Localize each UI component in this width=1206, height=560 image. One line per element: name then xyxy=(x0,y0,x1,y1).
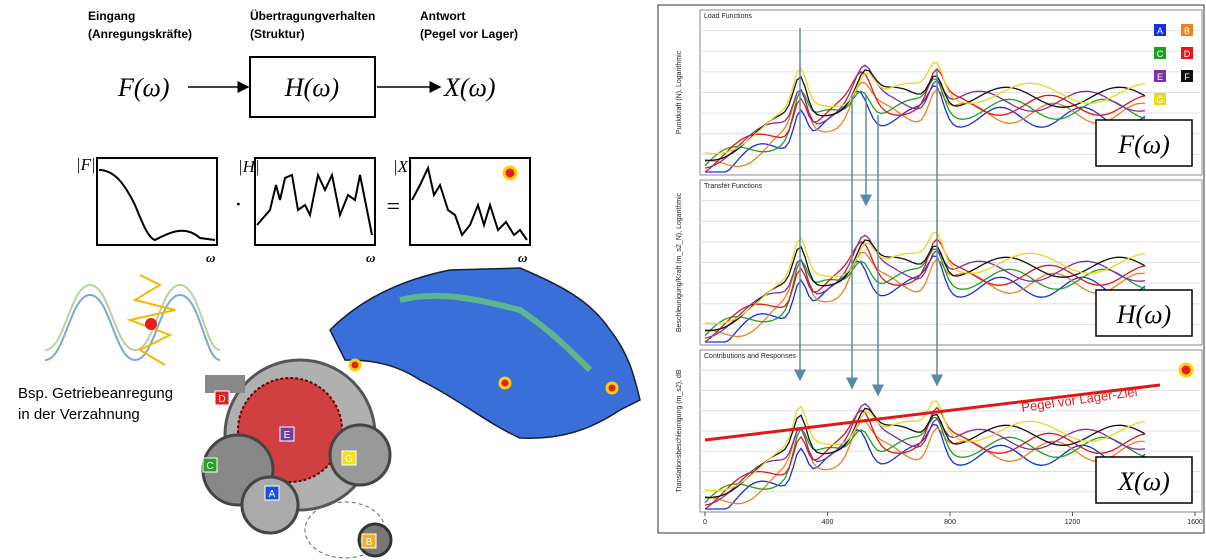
legend-label: A xyxy=(1157,26,1163,36)
response-curve xyxy=(704,238,1146,343)
marker xyxy=(348,358,619,395)
response-curve xyxy=(704,64,1146,169)
example-text: in der Verzahnung xyxy=(18,406,140,423)
y-axis-label: Translationsbeschleunigung (m_s2), dB xyxy=(676,369,683,492)
formula: H(ω) xyxy=(1116,300,1171,329)
response-curve xyxy=(704,81,1146,168)
spectrum-box xyxy=(254,157,376,246)
spectrum-box xyxy=(96,157,218,246)
response-curve xyxy=(704,232,1146,325)
marker xyxy=(145,318,157,330)
header-text: (Anregungskräfte) xyxy=(88,27,192,41)
response-curve xyxy=(704,69,1146,162)
spectrum-curve xyxy=(98,169,216,242)
gear-label-box xyxy=(341,450,357,466)
response-curve xyxy=(704,406,1146,510)
block xyxy=(249,56,376,118)
response-curve xyxy=(704,78,1146,167)
gear-label-box xyxy=(264,485,280,501)
response-curve xyxy=(704,407,1146,499)
header-text: Eingang xyxy=(88,9,135,23)
legend-label: E xyxy=(1157,72,1163,82)
legend-box xyxy=(1181,24,1193,36)
response-curve xyxy=(704,251,1146,338)
y-axis-label: Punktkraft (N), Logarithmic xyxy=(676,50,683,134)
response-curve xyxy=(704,400,1146,492)
formula-box xyxy=(1095,289,1193,337)
gear-label: A xyxy=(269,489,276,500)
spectrum-box xyxy=(409,157,531,246)
response-curve xyxy=(704,68,1146,173)
legend-label: B xyxy=(1184,26,1190,36)
gearbox xyxy=(201,358,393,559)
response-curve xyxy=(704,416,1146,504)
legend-label: G xyxy=(1156,95,1163,105)
legend-box xyxy=(1181,47,1193,59)
legend-label: F xyxy=(1184,72,1190,82)
excitation xyxy=(126,274,176,366)
formula-box xyxy=(1095,456,1193,504)
response-curve xyxy=(704,402,1146,506)
formula: H(ω) xyxy=(284,73,339,102)
y-axis-label: Beschleunigung/Kraft (m_s2_N), Logarithm… xyxy=(676,192,683,332)
legend-box xyxy=(1154,70,1166,82)
legend-label: C xyxy=(1157,49,1164,59)
wave xyxy=(44,283,221,352)
response-curve xyxy=(704,62,1146,155)
marker xyxy=(502,165,518,181)
legend-label: D xyxy=(1184,49,1191,59)
spectrum-label: |X| xyxy=(393,157,413,176)
panel-title: Contributions and Responses xyxy=(704,353,796,360)
panel-title: Load Functions xyxy=(704,13,752,20)
legend-box xyxy=(1154,24,1166,36)
gear-label: E xyxy=(284,430,291,441)
car-body xyxy=(329,267,641,439)
spectrum-label: |F| xyxy=(76,155,96,174)
header-text: Antwort xyxy=(420,9,465,23)
gear-label: C xyxy=(206,461,213,472)
response-curve xyxy=(704,234,1146,339)
x-tick-label: 0 xyxy=(703,519,707,526)
formula: F(ω) xyxy=(1117,130,1170,159)
gear-label-box xyxy=(202,457,218,473)
header-text: Übertragungverhalten xyxy=(250,8,375,23)
gear-label-box xyxy=(214,390,230,406)
gear-label-box xyxy=(279,426,295,442)
gear-label: G xyxy=(345,454,353,465)
gear-label: D xyxy=(218,394,225,405)
x-tick-label: 800 xyxy=(944,519,956,526)
header-text: (Pegel vor Lager) xyxy=(420,27,518,41)
car-body xyxy=(399,292,593,373)
x-tick-label: 1200 xyxy=(1065,519,1081,526)
example-text: Bsp. Getriebeanregung xyxy=(18,385,173,402)
formula: F(ω) xyxy=(117,73,170,102)
axis-label: ω xyxy=(206,250,215,265)
response-curve xyxy=(704,420,1146,505)
response-curve xyxy=(704,248,1146,337)
spectrum-curve xyxy=(411,164,528,241)
formula-box xyxy=(1095,119,1193,167)
formula: X(ω) xyxy=(1117,467,1170,496)
gear-label: B xyxy=(366,537,373,548)
operator: = xyxy=(385,194,401,220)
spectrum-label: |H| xyxy=(238,157,260,176)
header-text: (Struktur) xyxy=(250,27,305,41)
axis-label: ω xyxy=(518,250,527,265)
axis-label: ω xyxy=(366,250,375,265)
gear-label-box xyxy=(361,533,377,549)
legend-box xyxy=(1181,70,1193,82)
target-line xyxy=(704,383,1161,442)
panel-title: Transfer Functions xyxy=(704,183,763,190)
x-tick-label: 400 xyxy=(822,519,834,526)
legend-box xyxy=(1154,93,1166,105)
formula: X(ω) xyxy=(443,73,496,102)
marker xyxy=(1178,362,1194,378)
x-tick-label: 1600 xyxy=(1187,519,1203,526)
spectrum-curve xyxy=(256,171,373,236)
operator: · xyxy=(235,192,241,218)
response-curve xyxy=(704,239,1146,332)
wave xyxy=(44,293,221,362)
legend-box xyxy=(1154,47,1166,59)
